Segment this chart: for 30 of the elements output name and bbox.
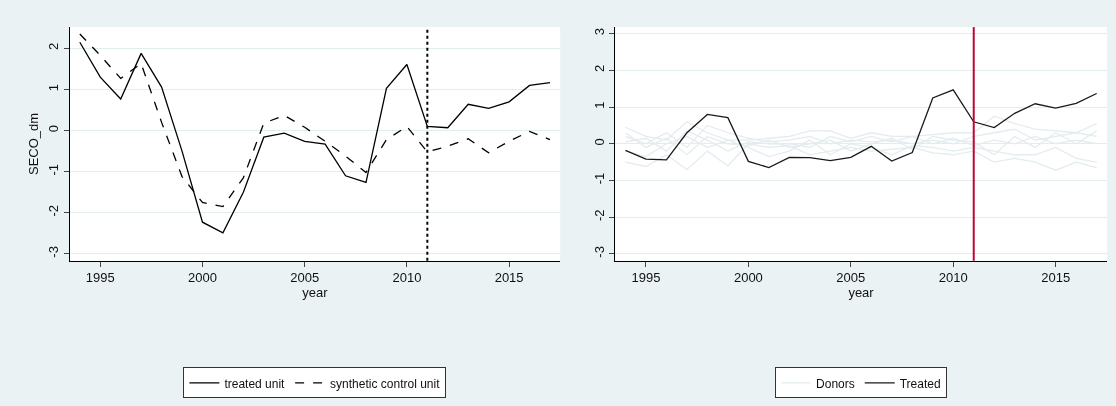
y-tick-label: -3 bbox=[46, 246, 62, 258]
y-tick-label: 2 bbox=[592, 64, 607, 73]
y-tick-label: 1 bbox=[46, 83, 62, 92]
legend-label: treated unit bbox=[224, 376, 286, 391]
y-axis-title: SECO_dm bbox=[26, 112, 42, 176]
y-tick-label: -2 bbox=[46, 205, 62, 217]
x-tick-label: 2005 bbox=[290, 270, 320, 286]
x-tick-label: 1995 bbox=[85, 270, 115, 286]
y-tick-label: -3 bbox=[592, 246, 607, 258]
x-tick-label: 2010 bbox=[938, 270, 968, 286]
y-tick-label: -1 bbox=[46, 163, 62, 176]
y-tick-label: 1 bbox=[592, 101, 607, 109]
y-tick-label: 2 bbox=[46, 42, 62, 51]
y-tick-label: 0 bbox=[592, 138, 607, 146]
x-tick-label: 1995 bbox=[631, 270, 661, 286]
y-tick-label: -2 bbox=[592, 209, 607, 221]
y-tick-label: 3 bbox=[592, 28, 607, 36]
legend-label: synthetic control unit bbox=[330, 376, 441, 391]
x-tick-label: 2010 bbox=[392, 270, 422, 286]
x-tick-label: 2005 bbox=[836, 270, 866, 286]
y-tick-label: 0 bbox=[46, 125, 62, 133]
x-axis-title: year bbox=[848, 285, 875, 301]
legend-label: Donors bbox=[816, 376, 855, 391]
legend-label: Treated bbox=[899, 376, 941, 391]
x-tick-label: 2000 bbox=[733, 270, 763, 286]
y-tick-label: -1 bbox=[592, 172, 607, 185]
x-tick-label: 2015 bbox=[1041, 270, 1071, 286]
x-axis-title: year bbox=[302, 285, 329, 301]
x-tick-label: 2015 bbox=[494, 270, 524, 286]
x-tick-label: 2000 bbox=[188, 270, 217, 286]
